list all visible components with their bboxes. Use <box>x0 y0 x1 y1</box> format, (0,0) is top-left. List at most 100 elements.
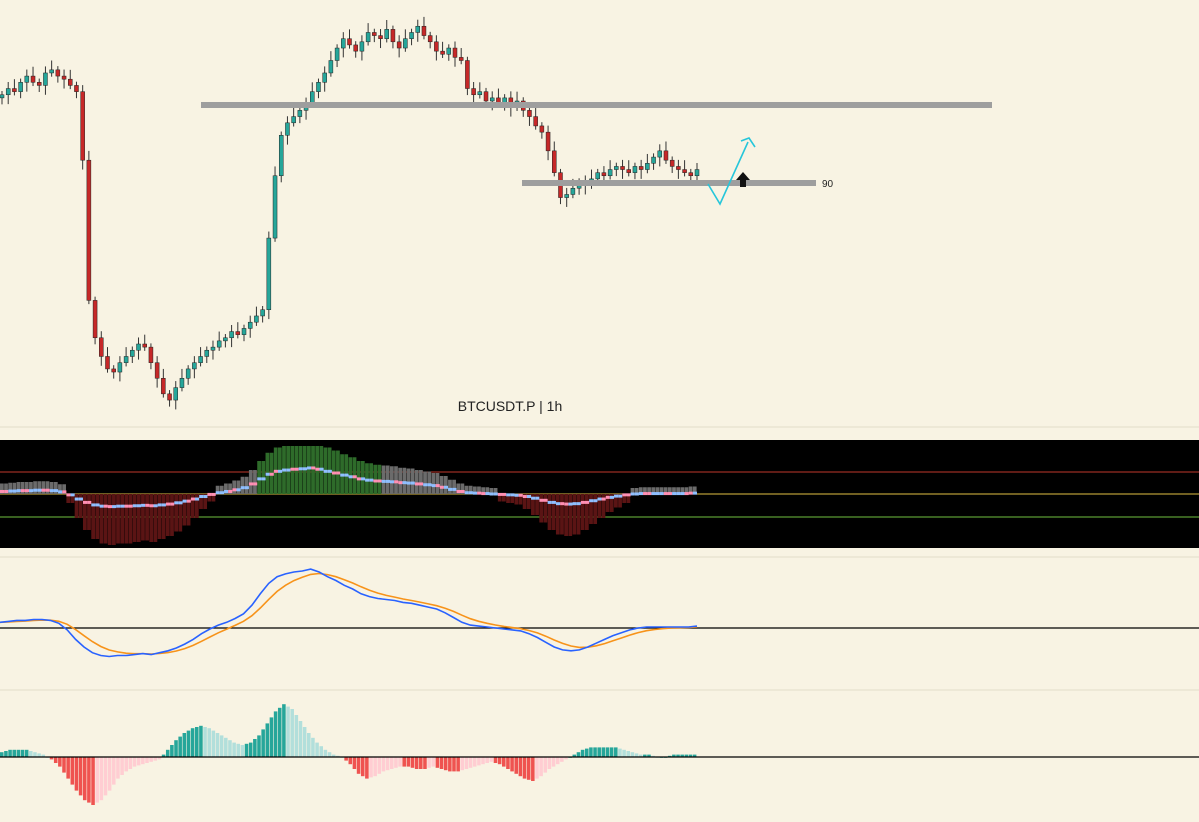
osc-dot <box>45 488 50 492</box>
candle-body <box>30 75 36 83</box>
osc-dot <box>663 492 668 496</box>
candle-body <box>477 91 483 96</box>
histogram-bar <box>493 757 498 763</box>
osc-bar <box>8 482 13 494</box>
osc-dot <box>688 491 693 495</box>
histogram-bar <box>419 757 423 769</box>
osc-bar <box>601 494 606 518</box>
osc-bar <box>49 482 54 494</box>
candle-body <box>539 125 545 133</box>
histogram-bar <box>190 728 195 757</box>
osc-dot <box>564 502 569 506</box>
histogram-bar <box>456 757 460 772</box>
osc-bar <box>439 476 444 494</box>
osc-dot <box>29 489 34 493</box>
histogram-bar <box>4 751 8 757</box>
osc-dot <box>232 488 237 492</box>
candle-body <box>241 328 247 335</box>
osc-bar <box>456 483 461 494</box>
osc-dot <box>489 492 494 496</box>
candle-body <box>458 57 464 61</box>
candle-body <box>229 331 234 339</box>
osc-dot <box>136 504 142 508</box>
osc-bar <box>543 494 548 523</box>
osc-bar <box>468 485 473 494</box>
osc-bar <box>464 485 469 494</box>
osc-dot <box>319 467 324 471</box>
osc-bar <box>78 494 83 518</box>
osc-dot <box>107 505 113 509</box>
osc-bar <box>431 473 436 494</box>
histogram-bar <box>174 740 178 757</box>
osc-bar <box>493 488 498 494</box>
histogram-bar <box>240 745 245 757</box>
histogram-bar <box>323 749 328 757</box>
histogram-bar <box>692 754 697 757</box>
osc-dot <box>95 503 100 507</box>
osc-bar <box>419 470 423 494</box>
histogram-bar <box>676 754 680 757</box>
osc-dot <box>315 467 320 471</box>
candle-body <box>192 362 197 370</box>
histogram-pane[interactable] <box>0 704 1199 805</box>
osc-bar <box>589 494 593 524</box>
osc-dot <box>597 497 602 501</box>
osc-bar <box>614 494 618 508</box>
osc-bar <box>236 480 241 494</box>
level-line-upper[interactable] <box>201 102 992 108</box>
osc-dot <box>522 495 527 499</box>
histogram-bar <box>116 757 120 779</box>
osc-bar <box>365 463 369 494</box>
candle-body <box>359 41 365 52</box>
histogram-bar <box>572 754 577 757</box>
histogram-bar <box>402 757 406 767</box>
candle-body <box>123 356 129 363</box>
symbol-label: BTCUSDT.P | 1h <box>458 398 563 414</box>
osc-bar <box>128 494 133 544</box>
osc-dot <box>406 481 411 485</box>
candle-body <box>533 116 538 127</box>
histogram-bar <box>16 749 21 757</box>
macd-pane[interactable] <box>0 568 1199 658</box>
candle-body <box>384 29 389 39</box>
osc-bar <box>684 487 689 494</box>
candle-body <box>49 69 54 74</box>
osc-dot <box>676 492 681 496</box>
osc-bar <box>394 466 398 494</box>
histogram-bar <box>327 752 332 757</box>
oscillator-pane[interactable] <box>0 440 1199 548</box>
price-pane[interactable]: 90 BTCUSDT.P | 1h <box>0 16 992 414</box>
histogram-bar <box>70 757 75 785</box>
histogram-bar <box>253 739 257 757</box>
osc-dot <box>435 484 440 488</box>
candle-body <box>341 38 346 49</box>
osc-dot <box>543 498 548 502</box>
histogram-bar <box>356 757 361 774</box>
osc-bar <box>103 494 108 544</box>
osc-bar <box>435 473 440 494</box>
osc-dot <box>667 492 673 496</box>
osc-bar <box>593 494 598 524</box>
histogram-bar <box>506 757 510 769</box>
candle-body <box>154 362 160 379</box>
level-line-lower[interactable] <box>522 180 816 186</box>
osc-dot <box>506 493 511 497</box>
candle-body <box>483 91 489 102</box>
osc-dot <box>124 504 129 508</box>
osc-bar <box>643 487 647 494</box>
osc-bar <box>369 463 373 494</box>
candle-body <box>372 32 377 36</box>
osc-dot <box>605 495 610 499</box>
osc-bar <box>481 487 486 494</box>
osc-dot <box>8 489 13 493</box>
candle-body <box>99 337 104 357</box>
candle-body <box>552 150 557 173</box>
osc-bar <box>385 465 390 494</box>
osc-bar <box>182 494 187 526</box>
histogram-bar <box>547 757 552 769</box>
osc-dot <box>398 481 403 485</box>
osc-bar <box>526 494 531 509</box>
candle-body <box>676 166 681 170</box>
osc-dot <box>290 467 295 471</box>
